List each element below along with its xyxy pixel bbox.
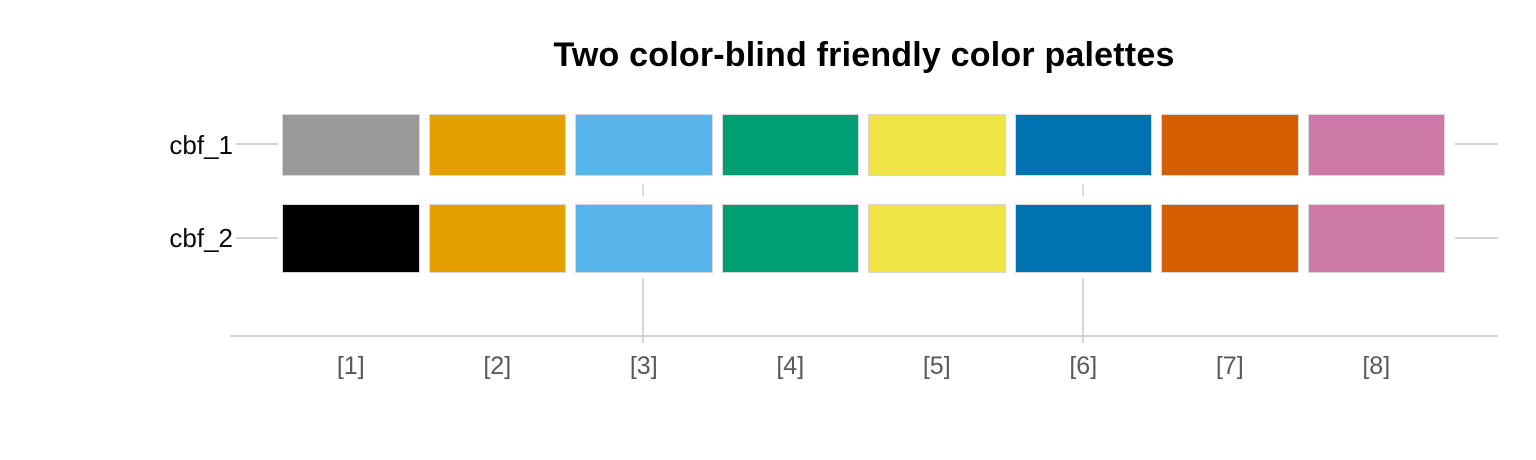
- leader-line-left-row2: [236, 237, 278, 239]
- color-swatch-cbf2-5: [868, 204, 1006, 273]
- color-swatch-cbf2-3: [575, 204, 713, 273]
- color-swatch-cbf2-8: [1307, 204, 1445, 273]
- row-label-cbf-2: cbf_2: [169, 223, 233, 253]
- leader-line-right-row2: [1455, 237, 1498, 239]
- color-swatch-cbf1-6: [1014, 114, 1152, 176]
- x-tick-label-7: [7]: [1215, 352, 1244, 380]
- x-tick-label-3: [3]: [629, 352, 658, 380]
- x-tick-label-5: [5]: [922, 352, 951, 380]
- x-tick-label-6: [6]: [1069, 352, 1098, 380]
- row-label-cbf-1: cbf_1: [169, 129, 233, 160]
- color-swatch-cbf1-4: [721, 114, 859, 176]
- leader-line-left-row1: [236, 143, 278, 145]
- color-swatch-cbf2-1: [282, 204, 420, 273]
- color-swatch-cbf1-1: [282, 114, 420, 176]
- x-tick-label-4: [4]: [776, 352, 805, 380]
- gridline-x3: [642, 278, 644, 343]
- color-swatch-cbf2-4: [721, 204, 859, 273]
- color-swatch-cbf1-5: [868, 114, 1006, 176]
- x-tick-label-8: [8]: [1362, 352, 1391, 380]
- color-swatch-cbf2-2: [428, 204, 566, 273]
- gridline-tick-mid-x3: [642, 184, 644, 196]
- color-swatch-cbf1-3: [575, 114, 713, 176]
- color-swatch-cbf1-2: [428, 114, 566, 176]
- color-swatch-cbf2-7: [1161, 204, 1299, 273]
- gridline-tick-mid-x6: [1082, 184, 1084, 196]
- color-swatch-cbf2-6: [1014, 204, 1152, 273]
- gridline-x6: [1082, 278, 1084, 343]
- swatch-row-cbf-1: [282, 114, 1445, 176]
- x-axis-tick-labels: [1] [2] [3] [4] [5] [6] [7] [8]: [282, 352, 1445, 381]
- swatch-row-cbf-2: [282, 204, 1445, 273]
- leader-line-right-row1: [1455, 143, 1498, 145]
- x-tick-label-1: [1]: [336, 352, 365, 380]
- chart-title: Two color-blind friendly color palettes: [553, 36, 1175, 74]
- x-tick-label-2: [2]: [483, 352, 512, 380]
- color-swatch-cbf1-7: [1161, 114, 1299, 176]
- x-axis-line: [230, 335, 1498, 337]
- color-swatch-cbf1-8: [1307, 114, 1445, 176]
